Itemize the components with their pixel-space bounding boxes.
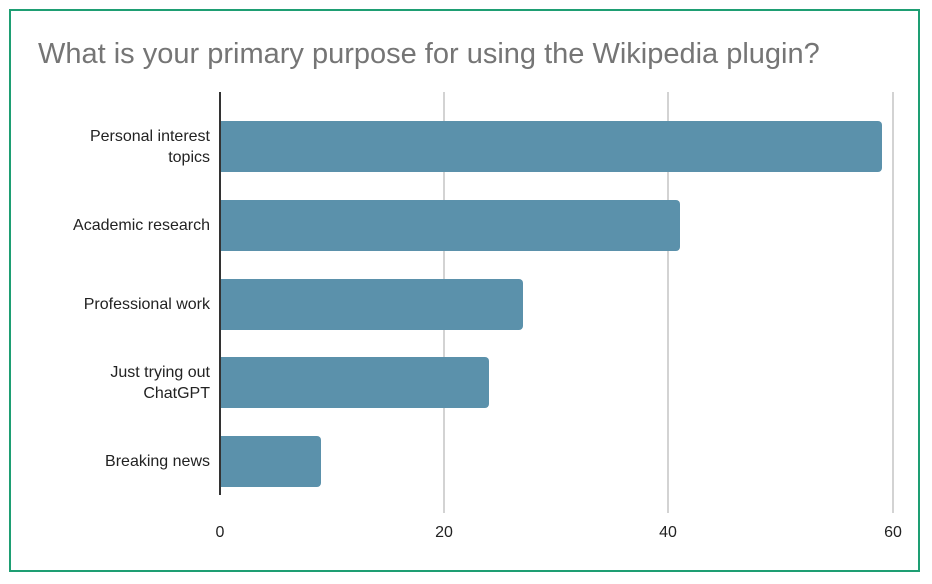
bar-just-trying-chatgpt [220, 357, 490, 408]
chart-title: What is your primary purpose for using t… [38, 38, 820, 70]
category-label: Professional work [83, 296, 210, 313]
bar-professional-work [220, 279, 523, 330]
category-label: Personal interest topics [89, 128, 210, 166]
category-label: Breaking news [105, 453, 210, 470]
x-tick-label: 40 [659, 524, 677, 541]
y-axis-line [219, 92, 221, 495]
x-tick-label: 60 [884, 524, 902, 541]
category-label: Just trying out ChatGPT [110, 364, 210, 402]
bar-breaking-news [220, 436, 321, 487]
gridline-40 [667, 92, 669, 513]
bar-personal-interest [220, 121, 882, 172]
gridline-60 [892, 92, 894, 513]
bar-academic-research [220, 200, 680, 251]
category-label: Academic research [73, 217, 210, 234]
x-tick-label: 0 [215, 524, 225, 541]
x-tick-label: 20 [435, 524, 453, 541]
